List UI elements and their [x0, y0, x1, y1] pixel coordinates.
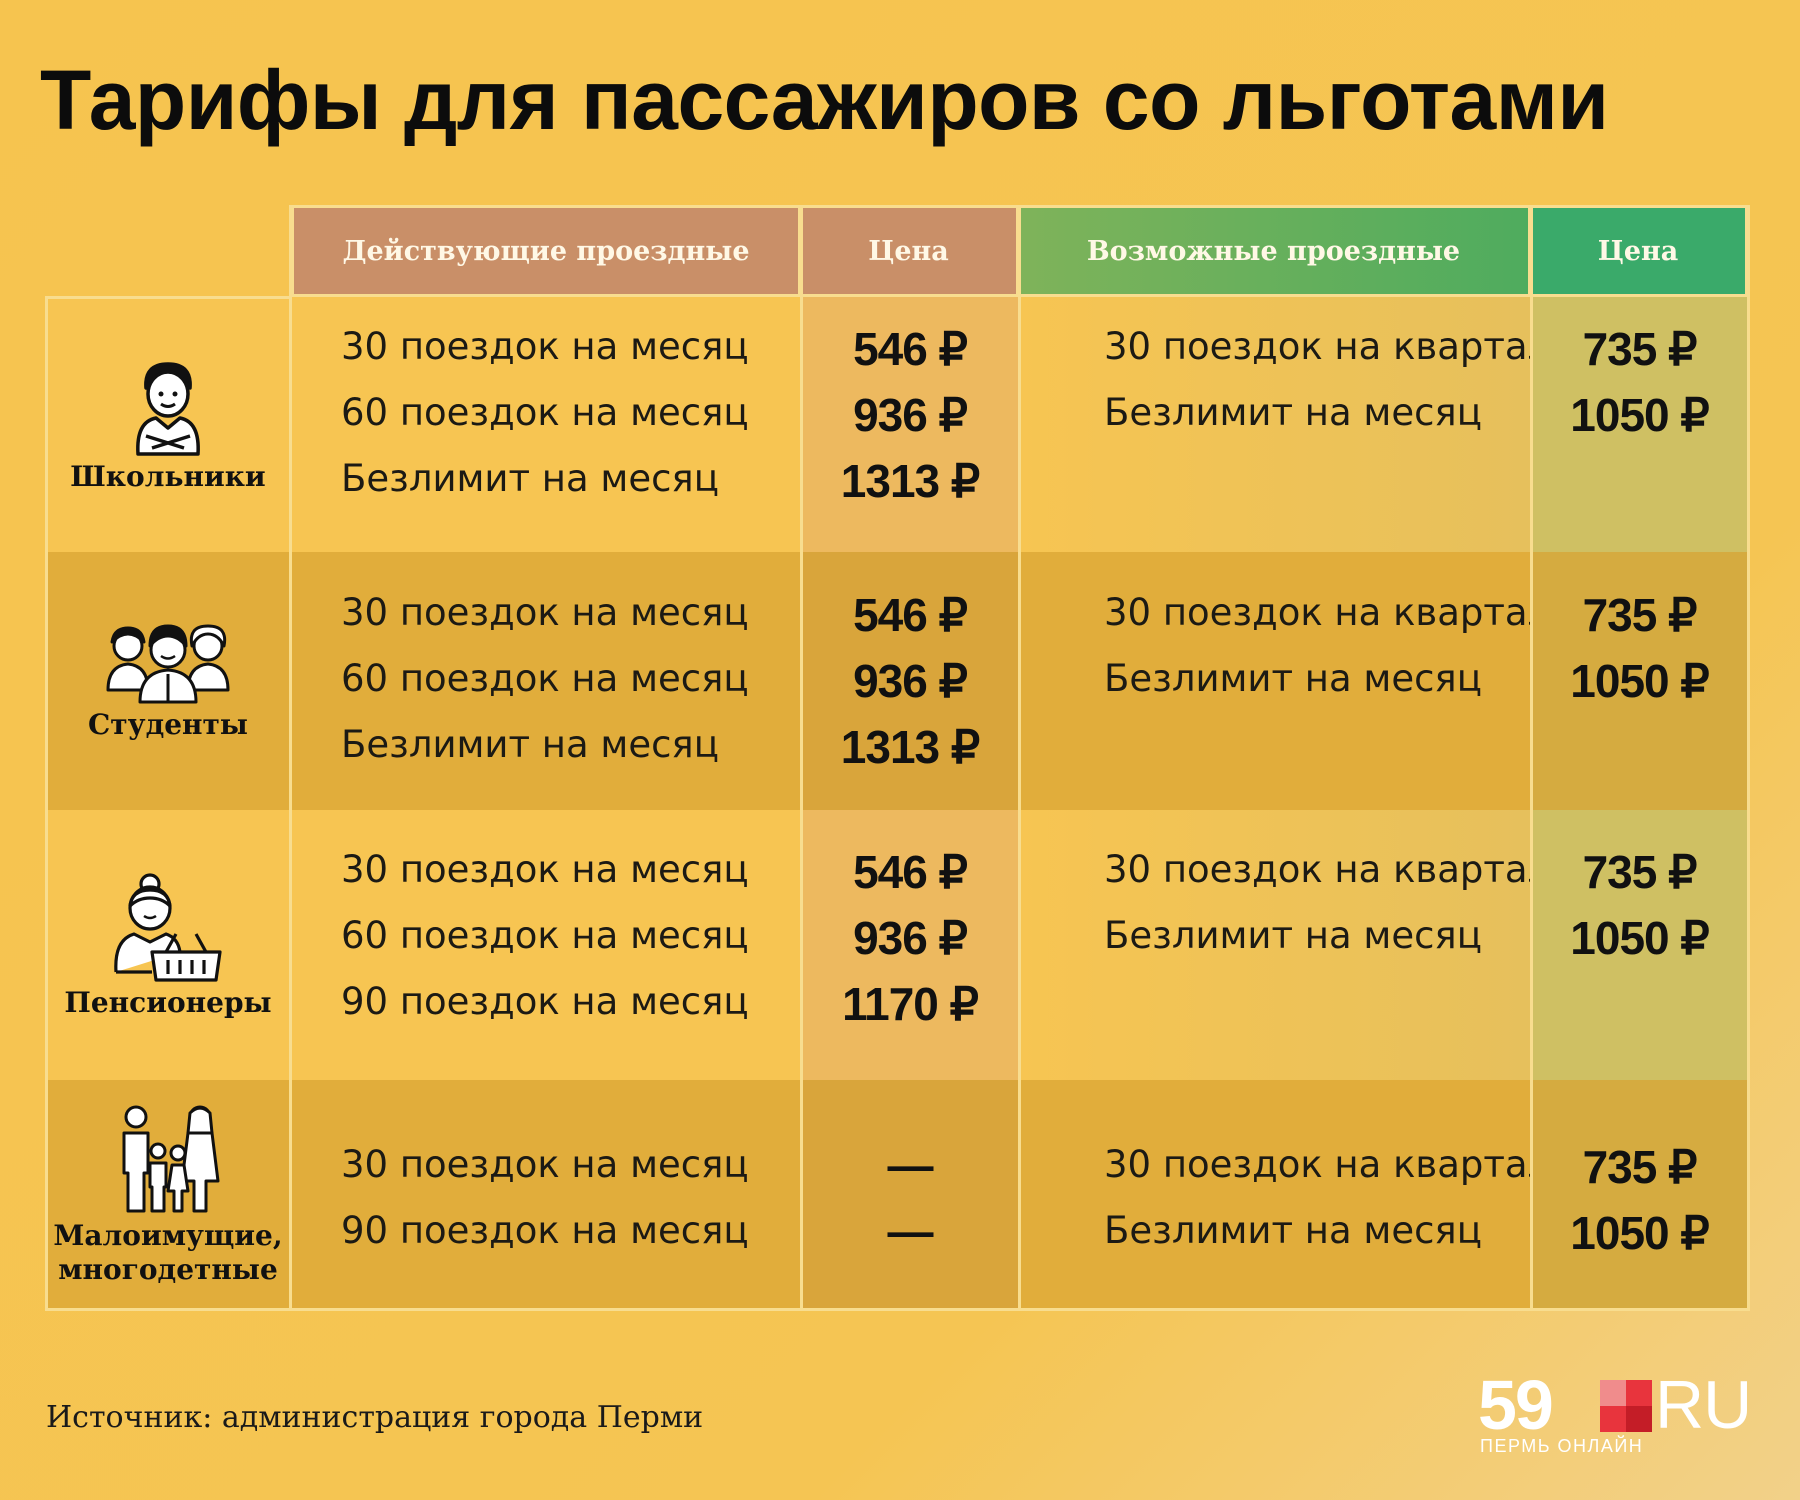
current-price-cell: 546 ₽ 936 ₽ 1170 ₽	[801, 810, 1019, 1080]
table-row-pensioners: Пенсионеры 30 поездок на месяц 60 поездо…	[45, 810, 1748, 1080]
logo-square-icon	[1600, 1406, 1626, 1432]
header-possible-price: Цена	[1531, 205, 1748, 297]
possible-price-value: 1050 ₽	[1570, 1207, 1709, 1259]
current-passes-cell: 30 поездок на месяц 90 поездок на месяц	[291, 1080, 801, 1310]
grid-line	[45, 297, 48, 1310]
possible-pass-item: Безлимит на месяц	[1104, 657, 1482, 700]
possible-pass-item: Безлимит на месяц	[1104, 1209, 1482, 1252]
current-price-value: —	[887, 1139, 934, 1191]
students-group-icon	[106, 624, 230, 704]
possible-price-value: 735 ₽	[1582, 323, 1698, 375]
possible-price-value: 735 ₽	[1582, 846, 1698, 898]
current-price-value: 1313 ₽	[840, 455, 980, 507]
table-row-low-income-large-families: Малоимущие, многодетные 30 поездок на ме…	[45, 1080, 1748, 1310]
current-pass-item: 30 поездок на месяц	[341, 325, 749, 368]
possible-price-cell: 735 ₽ 1050 ₽	[1531, 297, 1748, 552]
grid-line	[45, 296, 291, 299]
possible-price-cell: 735 ₽ 1050 ₽	[1531, 810, 1748, 1080]
possible-pass-item: Безлимит на месяц	[1104, 914, 1482, 957]
current-price-cell: — —	[801, 1080, 1019, 1310]
category-label-line1: Малоимущие,	[53, 1219, 283, 1252]
grid-line	[1747, 205, 1750, 1310]
current-pass-item: 30 поездок на месяц	[341, 848, 749, 891]
source-note: Источник: администрация города Перми	[46, 1400, 704, 1435]
grid-line	[1530, 205, 1533, 1310]
family-icon	[122, 1105, 220, 1213]
current-pass-item: Безлимит на месяц	[341, 457, 719, 500]
logo-square-icon	[1626, 1380, 1652, 1406]
current-price-value: 546 ₽	[853, 589, 968, 641]
possible-price-value: 735 ₽	[1582, 1141, 1698, 1193]
current-price-value: 936 ₽	[853, 912, 968, 964]
header-possible-passes: Возможные проездные	[1019, 205, 1531, 297]
current-price-value: 936 ₽	[853, 389, 968, 441]
possible-price-value: 1050 ₽	[1570, 912, 1709, 964]
current-price-value: —	[887, 1205, 934, 1257]
site-logo: 59 RU ПЕРМЬ ОНЛАЙН	[1478, 1370, 1754, 1458]
logo-square-icon	[1600, 1380, 1626, 1406]
category-cell: Школьники	[45, 297, 291, 552]
logo-number: 59	[1478, 1366, 1554, 1444]
current-price-value: 1313 ₽	[840, 721, 980, 773]
grid-line	[800, 205, 803, 1310]
possible-pass-item: 30 поездок на квартал	[1104, 848, 1552, 891]
category-label-line2: многодетные	[58, 1253, 278, 1286]
possible-pass-item: 30 поездок на квартал	[1104, 1143, 1552, 1186]
possible-pass-item: 30 поездок на квартал	[1104, 325, 1552, 368]
page-title: Тарифы для пассажиров со льготами	[40, 53, 1609, 147]
table-row-schoolchildren: Школьники 30 поездок на месяц 60 поездок…	[45, 297, 1748, 552]
possible-price-cell: 735 ₽ 1050 ₽	[1531, 552, 1748, 810]
current-passes-cell: 30 поездок на месяц 60 поездок на месяц …	[291, 552, 801, 810]
current-price-value: 546 ₽	[853, 323, 968, 375]
grid-line	[45, 1308, 1750, 1311]
possible-price-cell: 735 ₽ 1050 ₽	[1531, 1080, 1748, 1310]
pensioner-basket-icon	[114, 873, 222, 982]
current-price-value: 936 ₽	[853, 655, 968, 707]
possible-pass-item: Безлимит на месяц	[1104, 391, 1482, 434]
possible-pass-item: 30 поездок на квартал	[1104, 591, 1552, 634]
current-pass-item: 60 поездок на месяц	[341, 657, 749, 700]
table-row-students: Студенты 30 поездок на месяц 60 поездок …	[45, 552, 1748, 810]
category-label: Школьники	[70, 459, 266, 493]
current-price-cell: 546 ₽ 936 ₽ 1313 ₽	[801, 297, 1019, 552]
category-label: Студенты	[88, 708, 248, 741]
category-label: Пенсионеры	[64, 986, 272, 1019]
header-current-passes: Действующие проездные	[291, 205, 801, 297]
logo-suffix: RU	[1655, 1367, 1752, 1443]
logo-square-icon	[1626, 1406, 1652, 1432]
possible-price-value: 735 ₽	[1582, 589, 1698, 641]
category-cell: Малоимущие, многодетные	[45, 1080, 291, 1310]
current-price-value: 1170 ₽	[842, 978, 979, 1030]
current-passes-cell: 30 поездок на месяц 60 поездок на месяц …	[291, 297, 801, 552]
schoolboy-icon	[136, 361, 200, 456]
current-pass-item: 60 поездок на месяц	[341, 914, 749, 957]
current-price-value: 546 ₽	[853, 846, 968, 898]
possible-passes-cell: 30 поездок на квартал Безлимит на месяц	[1019, 810, 1552, 1080]
current-pass-item: 30 поездок на месяц	[341, 591, 749, 634]
current-pass-item: 60 поездок на месяц	[341, 391, 749, 434]
current-passes-cell: 30 поездок на месяц 60 поездок на месяц …	[291, 810, 801, 1080]
current-pass-item: 90 поездок на месяц	[341, 980, 749, 1023]
current-pass-item: Безлимит на месяц	[341, 723, 719, 766]
category-cell: Студенты	[45, 552, 291, 810]
possible-passes-cell: 30 поездок на квартал Безлимит на месяц	[1019, 297, 1552, 552]
current-pass-item: 30 поездок на месяц	[341, 1143, 749, 1186]
possible-passes-cell: 30 поездок на квартал Безлимит на месяц	[1019, 552, 1552, 810]
logo-subtitle: ПЕРМЬ ОНЛАЙН	[1480, 1436, 1644, 1456]
header-current-price: Цена	[801, 205, 1019, 297]
possible-passes-cell: 30 поездок на квартал Безлимит на месяц	[1019, 1080, 1552, 1310]
current-pass-item: 90 поездок на месяц	[341, 1209, 749, 1252]
possible-price-value: 1050 ₽	[1570, 389, 1709, 441]
current-price-cell: 546 ₽ 936 ₽ 1313 ₽	[801, 552, 1019, 810]
grid-line	[289, 205, 292, 1310]
possible-price-value: 1050 ₽	[1570, 655, 1709, 707]
category-cell: Пенсионеры	[45, 810, 291, 1080]
grid-line	[1018, 205, 1021, 1310]
